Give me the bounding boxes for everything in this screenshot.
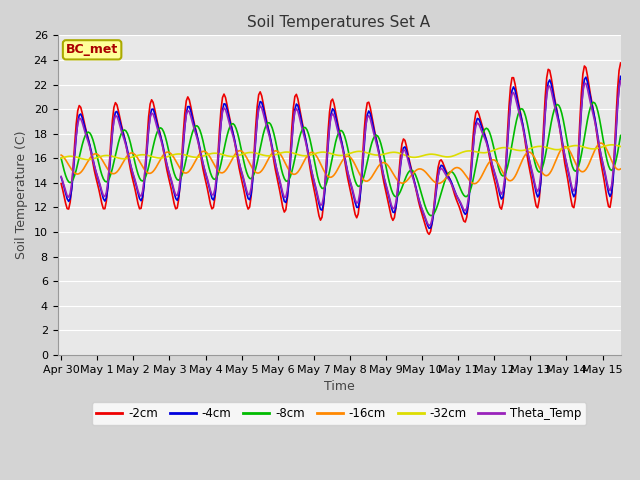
-2cm <box>425 231 433 237</box>
Y-axis label: Soil Temperature (C): Soil Temperature (C) <box>15 131 28 259</box>
-8cm <box>608 168 616 173</box>
Theta_Temp <box>617 78 625 84</box>
Theta_Temp <box>425 223 433 228</box>
Line: -32cm: -32cm <box>61 145 621 159</box>
-4cm <box>469 149 477 155</box>
-32cm <box>151 155 159 160</box>
-2cm <box>246 204 253 210</box>
-16cm <box>149 168 157 174</box>
Title: Soil Temperatures Set A: Soil Temperatures Set A <box>248 15 431 30</box>
-16cm <box>597 140 605 146</box>
-2cm <box>128 174 136 180</box>
-32cm <box>84 156 92 162</box>
Theta_Temp <box>128 168 136 173</box>
-8cm <box>58 156 65 161</box>
-16cm <box>470 181 478 187</box>
-8cm <box>469 178 477 184</box>
-8cm <box>128 147 136 153</box>
-8cm <box>246 176 253 181</box>
-2cm <box>617 60 625 66</box>
-32cm <box>469 148 477 154</box>
Line: Theta_Temp: Theta_Temp <box>61 81 621 226</box>
-8cm <box>342 139 350 144</box>
-32cm <box>606 142 614 148</box>
-8cm <box>427 213 435 218</box>
-2cm <box>606 204 614 210</box>
-16cm <box>58 152 65 158</box>
-2cm <box>149 99 157 105</box>
-16cm <box>342 154 350 159</box>
-32cm <box>617 144 625 149</box>
Legend: -2cm, -4cm, -8cm, -16cm, -32cm, Theta_Temp: -2cm, -4cm, -8cm, -16cm, -32cm, Theta_Te… <box>92 402 586 425</box>
-2cm <box>342 167 350 173</box>
X-axis label: Time: Time <box>324 380 355 393</box>
Theta_Temp <box>246 192 253 197</box>
-4cm <box>617 73 625 79</box>
Text: BC_met: BC_met <box>66 43 118 56</box>
-4cm <box>425 226 433 231</box>
Theta_Temp <box>469 147 477 153</box>
-16cm <box>246 160 253 166</box>
-32cm <box>130 154 138 159</box>
Theta_Temp <box>149 111 157 117</box>
-8cm <box>589 99 597 105</box>
-4cm <box>128 168 136 173</box>
-8cm <box>617 132 625 138</box>
-32cm <box>247 150 255 156</box>
-4cm <box>246 197 253 203</box>
-16cm <box>467 180 475 185</box>
-32cm <box>344 151 351 157</box>
-4cm <box>58 174 65 180</box>
-16cm <box>617 166 625 172</box>
Theta_Temp <box>58 174 65 180</box>
Line: -2cm: -2cm <box>61 63 621 234</box>
Line: -8cm: -8cm <box>61 102 621 216</box>
Line: -4cm: -4cm <box>61 76 621 228</box>
-16cm <box>608 157 616 163</box>
Theta_Temp <box>342 163 350 168</box>
Theta_Temp <box>606 188 614 193</box>
-32cm <box>608 142 616 148</box>
-16cm <box>128 150 136 156</box>
-2cm <box>469 137 477 143</box>
Line: -16cm: -16cm <box>61 143 621 184</box>
-32cm <box>58 156 65 161</box>
-4cm <box>149 106 157 112</box>
-2cm <box>58 180 65 186</box>
-8cm <box>149 144 157 150</box>
-4cm <box>606 193 614 199</box>
-4cm <box>342 161 350 167</box>
